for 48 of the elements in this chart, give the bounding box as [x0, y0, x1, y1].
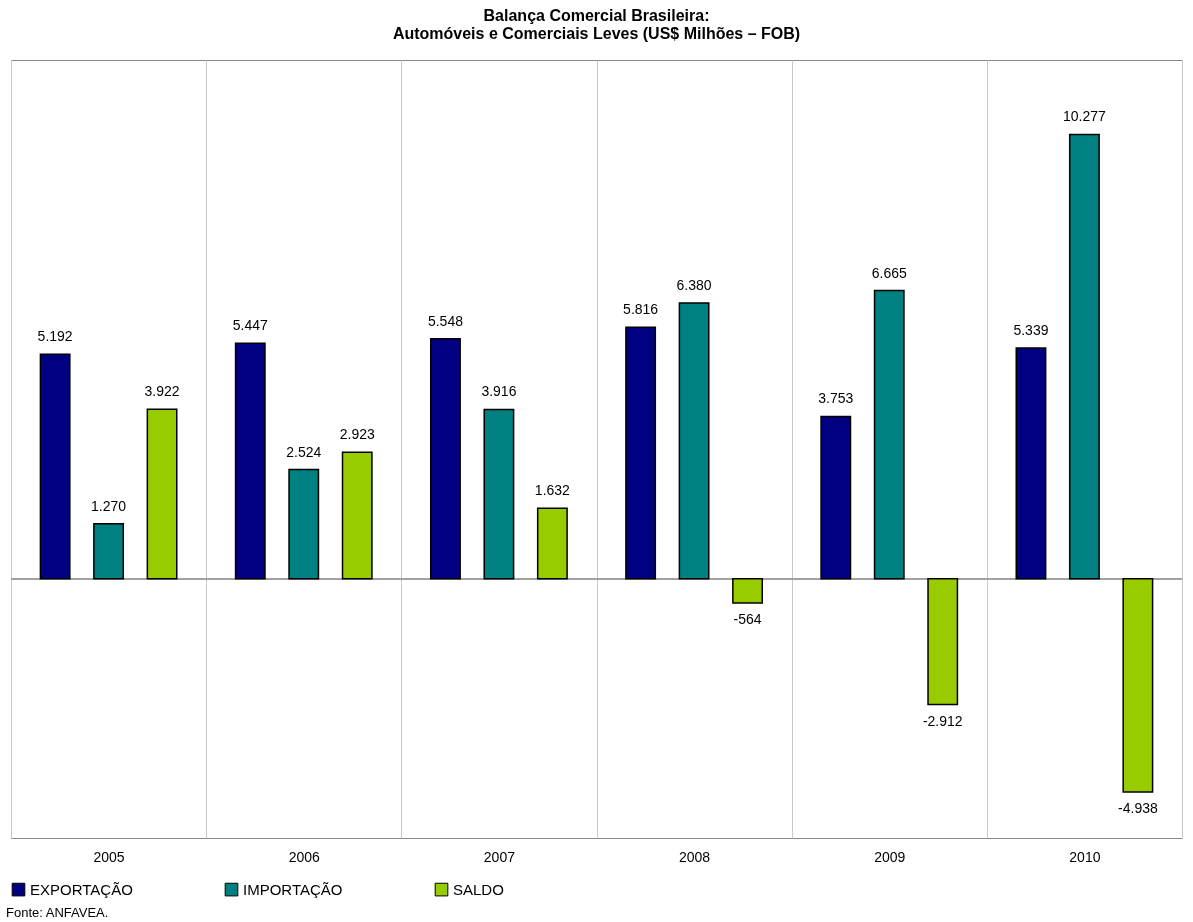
data-label: 5.192: [37, 328, 73, 345]
legend-label: SALDO: [453, 880, 504, 898]
data-label: -2.912: [922, 712, 963, 729]
text: Automóveis e Comerciais Leves (US$ Milhões – FOB): [392, 25, 801, 42]
bar: [625, 326, 657, 580]
data-label: -564: [733, 611, 762, 628]
data-label: 5.447: [232, 317, 268, 334]
bar: [536, 507, 568, 580]
x-tick-label: 2009: [874, 848, 906, 865]
data-label: 5.816: [623, 301, 659, 318]
source-note: Fonte: ANFAVEA.: [6, 905, 109, 920]
x-tick-label: 2010: [1069, 848, 1101, 865]
data-label: 1.270: [91, 497, 127, 514]
bar: [93, 523, 125, 580]
bar: [146, 408, 178, 580]
legend-label: EXPORTAÇÃO: [30, 880, 133, 898]
bar: [429, 338, 461, 580]
data-label: 1.632: [534, 482, 571, 499]
bar: [1122, 577, 1154, 793]
data-label: -4.938: [1118, 800, 1158, 817]
bar: [678, 302, 710, 580]
data-label: 3.753: [818, 390, 854, 407]
bar: [39, 353, 71, 580]
bar: [927, 577, 959, 706]
text: Balança Comercial Brasileira:: [483, 7, 710, 24]
bar: [483, 408, 515, 580]
x-tick-label: 2006: [288, 848, 321, 865]
data-label: 5.548: [427, 312, 464, 329]
data-label: 6.380: [676, 276, 712, 293]
bar: [234, 342, 266, 580]
bar: [820, 415, 852, 580]
data-label: 10.277: [1063, 108, 1107, 125]
bar: [732, 577, 764, 604]
data-label: 2.524: [286, 443, 322, 460]
data-label: 6.665: [871, 264, 907, 281]
x-tick-label: 2005: [93, 848, 125, 865]
data-label: 3.922: [144, 383, 180, 400]
data-label: 3.916: [481, 383, 517, 400]
bar: [288, 468, 320, 580]
data-label: 2.923: [339, 426, 375, 443]
bar: [341, 451, 373, 580]
legend-label: IMPORTAÇÃO: [243, 880, 343, 898]
bar: [1015, 347, 1047, 580]
x-tick-label: 2008: [679, 848, 711, 865]
x-tick-label: 2007: [483, 848, 516, 865]
bar: [1068, 133, 1100, 580]
data-label: 5.339: [1013, 321, 1049, 338]
bar: [873, 289, 905, 580]
